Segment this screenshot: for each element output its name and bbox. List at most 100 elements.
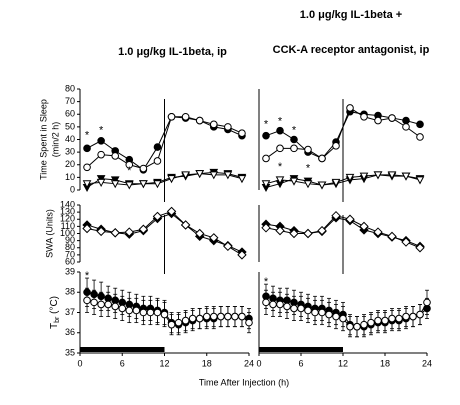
point <box>416 133 424 141</box>
y-tick-label: 70 <box>65 96 75 106</box>
point <box>188 314 197 323</box>
x-tick-label: 24 <box>422 358 432 368</box>
point <box>373 227 383 237</box>
point <box>416 310 424 319</box>
point <box>304 306 312 315</box>
point <box>318 154 326 163</box>
chart-title: 1.0 μg/kg IL-1beta, ip <box>118 46 227 58</box>
point <box>180 220 191 230</box>
point <box>388 114 396 122</box>
y-tick-label: 39 <box>65 266 75 276</box>
point <box>195 228 205 239</box>
point <box>283 302 291 311</box>
point <box>297 304 305 313</box>
point <box>262 298 270 307</box>
point <box>167 320 176 329</box>
point <box>139 180 148 189</box>
point <box>423 298 431 307</box>
significance-mark: * <box>264 118 269 130</box>
point <box>209 312 218 321</box>
point <box>353 322 361 331</box>
point <box>303 228 313 239</box>
point <box>402 123 410 131</box>
x-tick-label: 12 <box>159 358 169 368</box>
point <box>245 318 253 327</box>
point <box>290 304 298 313</box>
point <box>82 223 92 234</box>
point <box>223 171 233 180</box>
significance-mark: * <box>99 125 104 137</box>
point <box>167 175 176 184</box>
point <box>387 231 397 242</box>
point <box>217 312 225 321</box>
point <box>125 306 134 315</box>
point <box>181 316 190 325</box>
point <box>132 306 141 315</box>
point <box>97 150 105 159</box>
point <box>139 164 148 173</box>
point <box>359 221 369 232</box>
y-tick-label: 36 <box>65 327 75 337</box>
point <box>290 135 298 144</box>
point <box>345 214 355 224</box>
point <box>104 300 112 309</box>
point <box>202 312 211 321</box>
dark-period-bar <box>259 347 343 352</box>
y-axis-label: SWA (Units) <box>44 209 54 258</box>
point <box>195 170 205 179</box>
point <box>261 180 271 189</box>
point <box>289 177 299 186</box>
y-axis-label: Tbr (°C) <box>49 296 61 329</box>
point <box>409 312 417 321</box>
point <box>275 176 285 185</box>
y-tick-label: 37 <box>65 307 75 317</box>
y-tick-label: 110 <box>61 221 75 231</box>
point <box>124 227 134 237</box>
y-label-sub: br <box>54 316 61 323</box>
point <box>269 300 277 309</box>
y-tick-label: 50 <box>65 121 75 131</box>
point <box>124 181 134 190</box>
point <box>231 312 239 321</box>
point <box>90 298 98 307</box>
y-tick-label: 10 <box>65 172 75 182</box>
point <box>374 316 382 325</box>
point <box>262 131 270 140</box>
point <box>402 312 410 321</box>
point <box>83 163 91 172</box>
point <box>152 211 163 222</box>
y-label-unit: (°C) <box>49 296 60 317</box>
point <box>304 145 312 154</box>
point <box>82 180 92 189</box>
x-axis-label: Time After Injection (h) <box>199 377 289 387</box>
point <box>387 171 397 180</box>
y-tick-label: 30 <box>65 147 75 157</box>
y-tick-label: 20 <box>65 159 75 169</box>
point <box>261 223 271 233</box>
significance-mark: * <box>278 161 283 173</box>
y-tick-label: 80 <box>65 242 75 252</box>
significance-mark: * <box>306 162 311 174</box>
point <box>209 233 219 243</box>
point <box>195 116 204 125</box>
point <box>110 228 120 238</box>
point <box>146 308 155 317</box>
x-tick-label: 24 <box>244 358 254 368</box>
point <box>111 152 120 160</box>
point <box>345 173 355 182</box>
significance-mark: * <box>278 116 283 128</box>
point <box>339 314 347 323</box>
point <box>318 308 326 317</box>
point <box>237 250 247 260</box>
point <box>110 176 120 185</box>
point <box>83 296 91 305</box>
point <box>303 180 313 189</box>
point <box>276 300 284 309</box>
point <box>346 104 354 112</box>
point <box>167 112 176 121</box>
y-tick-label: 40 <box>65 134 75 144</box>
point <box>262 154 270 163</box>
y-tick-label: 80 <box>65 83 75 93</box>
point <box>96 175 106 184</box>
